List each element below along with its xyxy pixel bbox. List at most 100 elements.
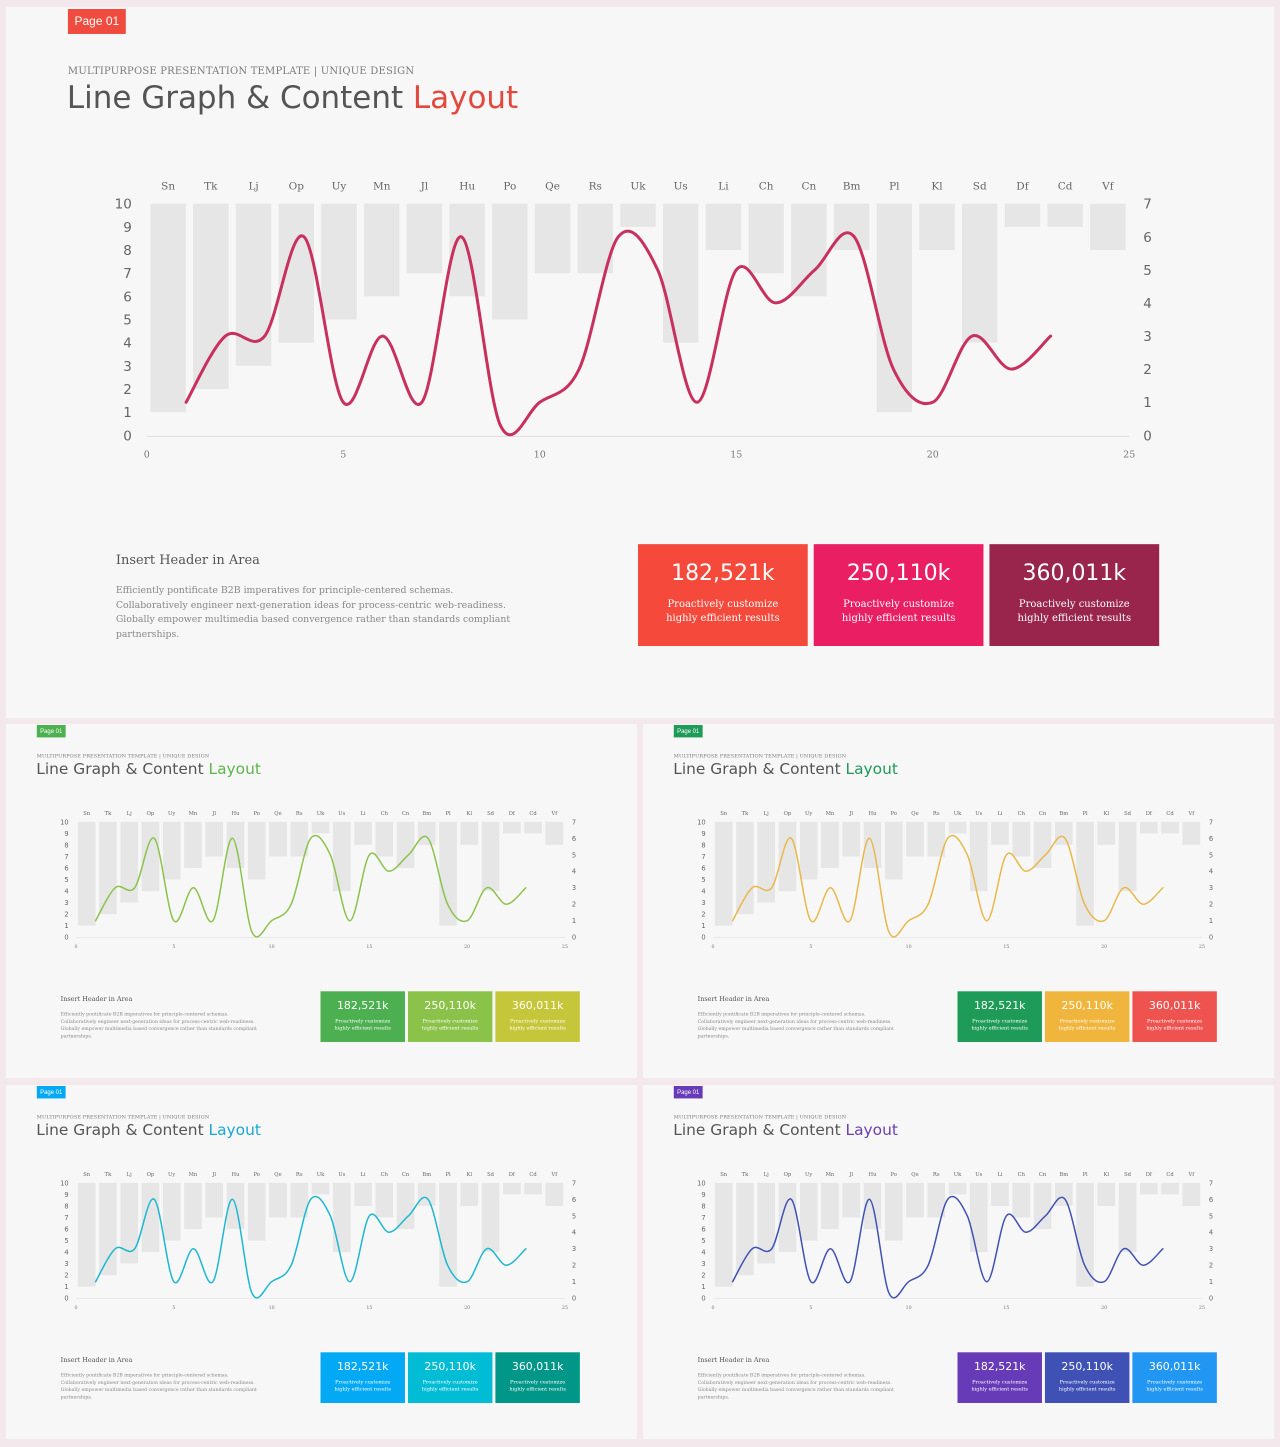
y-tick-left: 3: [64, 1260, 68, 1268]
category-label: Mn: [189, 811, 198, 817]
series-line: [184, 229, 1053, 437]
stat-card: 250,110k Proactively customize highly eff…: [1044, 1352, 1130, 1403]
category-label: Mn: [373, 181, 391, 193]
title-accent: Layout: [412, 79, 519, 116]
bar: [439, 821, 457, 926]
slide-main: Page 01 MULTIPURPOSE PRESENTATION TEMPLA…: [6, 7, 1274, 718]
page-title: Line Graph & Content Layout: [673, 760, 898, 778]
bar: [193, 203, 229, 389]
category-label: Uy: [805, 811, 812, 817]
bar: [396, 1182, 415, 1229]
bar: [290, 821, 309, 857]
y-tick-left: 1: [123, 405, 132, 421]
category-label: Cd: [1058, 181, 1073, 193]
category-label: Li: [997, 1172, 1002, 1178]
bar: [363, 203, 400, 297]
bar: [1139, 821, 1158, 834]
category-label: Pl: [1082, 1172, 1088, 1178]
title-main: Line Graph & Content: [36, 1121, 204, 1140]
stat-card: 250,110k Proactively customize highly eff…: [1044, 991, 1130, 1042]
y-tick-left: 0: [701, 1295, 705, 1303]
y-tick-left: 8: [64, 841, 68, 849]
bar: [748, 203, 784, 274]
title-accent: Layout: [845, 1121, 898, 1140]
category-label: Us: [975, 1172, 982, 1178]
combo-chart: Sn Tk Lj Op Uy Mn Jl Hu Po Qe Rs Uk Us Li Ch Cn Bm Pl Kl Sd…: [697, 811, 1213, 950]
bar: [77, 821, 96, 926]
bar: [620, 203, 656, 227]
category-label: Rs: [589, 181, 602, 193]
bar: [354, 1182, 372, 1206]
stat-label: Proactively customize highly efficient r…: [1058, 1379, 1116, 1393]
category-label: Sd: [487, 811, 495, 817]
stat-label: Proactively customize highly efficient r…: [841, 599, 956, 625]
category-label: Df: [509, 1172, 516, 1178]
bar: [884, 1182, 903, 1241]
category-label: Uk: [954, 811, 962, 817]
bar: [269, 821, 287, 857]
y-tick-right: 4: [1209, 1229, 1213, 1237]
bar: [77, 1182, 96, 1287]
y-tick-left: 0: [701, 934, 705, 942]
category-label: Op: [289, 181, 305, 193]
category-label: Li: [360, 1172, 365, 1178]
bar: [969, 1182, 988, 1253]
bar: [757, 1182, 776, 1264]
category-label: Jl: [420, 181, 429, 193]
x-tick: 10: [906, 1305, 912, 1311]
bar: [1076, 821, 1094, 926]
subtitle: MULTIPURPOSE PRESENTATION TEMPLATE | UNI…: [36, 1114, 210, 1120]
stat-value: 360,011k: [1148, 1360, 1201, 1374]
y-tick-right: 3: [1143, 329, 1152, 345]
bar: [332, 1182, 351, 1253]
bar: [247, 821, 266, 880]
y-tick-right: 3: [572, 1245, 576, 1253]
bar: [906, 821, 924, 857]
stat-value: 182,521k: [973, 999, 1026, 1013]
y-tick-left: 2: [701, 1272, 705, 1280]
stat-label: Proactively customize highly efficient r…: [509, 1018, 566, 1032]
category-label: Uy: [805, 1172, 812, 1178]
category-label: Sd: [973, 181, 987, 193]
category-label: Lj: [764, 1172, 769, 1178]
x-tick: 5: [809, 944, 812, 950]
x-tick: 15: [366, 1305, 372, 1311]
y-tick-right: 6: [572, 1196, 576, 1204]
bar: [205, 821, 224, 857]
category-label: Bm: [422, 1172, 431, 1178]
bar: [417, 1182, 436, 1206]
title-main: Line Graph & Content: [66, 79, 404, 116]
stat-value: 250,110k: [1061, 999, 1113, 1013]
page-title: Line Graph & Content Layout: [673, 1121, 898, 1139]
bar: [502, 1182, 521, 1195]
y-tick-right: 4: [1143, 296, 1152, 312]
y-tick-right: 2: [1209, 901, 1213, 909]
y-tick-left: 10: [697, 1179, 706, 1187]
y-tick-right: 6: [1143, 230, 1152, 246]
subtitle: MULTIPURPOSE PRESENTATION TEMPLATE | UNI…: [673, 753, 847, 759]
y-tick-right: 0: [572, 1295, 576, 1303]
category-label: Pl: [1082, 811, 1088, 817]
bar: [876, 203, 913, 413]
y-tick-left: 7: [64, 1214, 68, 1222]
category-label: Po: [254, 1172, 260, 1178]
bar: [991, 1182, 1009, 1206]
bar: [1012, 821, 1031, 857]
bar: [311, 821, 330, 834]
bar: [757, 821, 776, 903]
content-body: Efficiently pontificate B2B imperatives …: [60, 1011, 257, 1039]
stat-label: Proactively customize highly efficient r…: [1146, 1018, 1203, 1032]
stat-card: 182,521k Proactively customize highly eff…: [638, 544, 808, 646]
category-label: Cd: [1166, 811, 1174, 817]
y-tick-left: 0: [64, 934, 68, 942]
stat-card: 182,521k Proactively customize highly eff…: [320, 991, 405, 1042]
bar: [162, 1182, 181, 1241]
bar: [714, 1182, 733, 1287]
bar: [375, 1182, 394, 1218]
category-label: Qe: [274, 811, 281, 817]
x-tick: 15: [730, 449, 742, 460]
y-tick-left: 5: [64, 876, 68, 884]
category-label: Sn: [83, 1172, 91, 1178]
category-label: Op: [147, 811, 155, 817]
y-tick-right: 7: [1209, 1179, 1213, 1187]
